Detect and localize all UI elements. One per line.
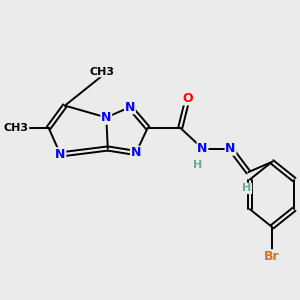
Text: O: O <box>182 92 193 105</box>
Text: N: N <box>55 148 66 161</box>
Text: N: N <box>131 146 141 160</box>
Text: N: N <box>101 111 112 124</box>
Text: CH3: CH3 <box>4 123 29 133</box>
Text: H: H <box>194 160 202 170</box>
Text: CH3: CH3 <box>89 67 114 76</box>
Text: H: H <box>242 184 251 194</box>
Text: N: N <box>197 142 208 155</box>
Text: N: N <box>225 142 236 155</box>
Text: N: N <box>125 100 135 114</box>
Text: Br: Br <box>264 250 280 263</box>
